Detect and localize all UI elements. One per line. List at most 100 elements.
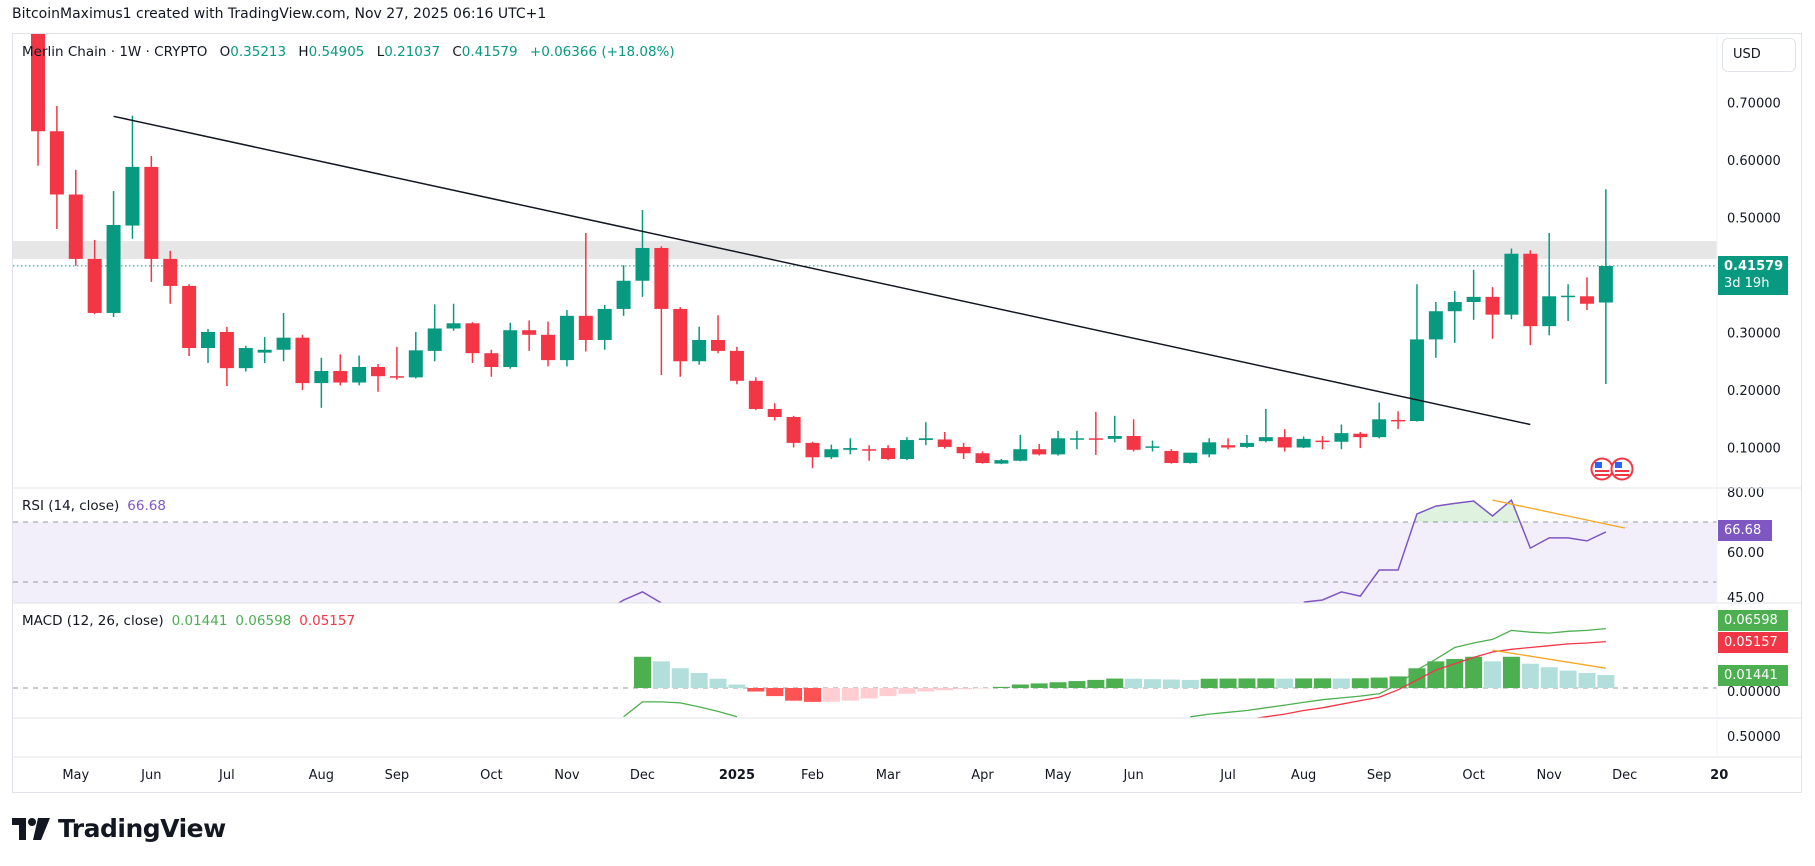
macd-histogram-bar bbox=[785, 688, 803, 701]
candle bbox=[1598, 189, 1613, 385]
lower-pane-axis-label: 0.50000 bbox=[1727, 730, 1781, 745]
candle bbox=[711, 315, 726, 354]
time-tick-label: Oct bbox=[1462, 768, 1484, 783]
macd-legend[interactable]: MACD (12, 26, close) 0.01441 0.06598 0.0515… bbox=[22, 613, 355, 629]
candle bbox=[1183, 452, 1198, 464]
macd-histogram-bar bbox=[1427, 661, 1445, 688]
currency-button[interactable]: USD bbox=[1722, 38, 1796, 72]
candle bbox=[1126, 419, 1141, 452]
candle bbox=[881, 445, 896, 461]
candle bbox=[975, 451, 990, 464]
candle bbox=[805, 441, 820, 469]
rsi-legend[interactable]: RSI (14, close) 66.68 bbox=[22, 498, 166, 514]
candle bbox=[427, 304, 442, 362]
time-tick-label: Jun bbox=[1122, 768, 1143, 783]
price-pane[interactable] bbox=[13, 11, 1717, 469]
us-flag-icon[interactable] bbox=[1590, 457, 1614, 481]
candle bbox=[87, 239, 102, 315]
macd-pane[interactable] bbox=[13, 627, 1717, 720]
tradingview-logo[interactable]: TradingView bbox=[12, 814, 226, 843]
candle-body bbox=[786, 417, 801, 443]
descending-trendline bbox=[113, 115, 1531, 426]
candle-body bbox=[711, 339, 726, 351]
candle-body bbox=[1277, 437, 1292, 448]
time-tick-label: Mar bbox=[876, 768, 901, 783]
time-tick-label: Apr bbox=[971, 768, 994, 783]
candle bbox=[1334, 424, 1349, 450]
candle bbox=[1202, 438, 1217, 458]
macd-histogram-bar bbox=[1162, 679, 1180, 688]
price-tick-label: 0.60000 bbox=[1727, 154, 1781, 169]
low-value: 0.21037 bbox=[384, 44, 441, 60]
macd-histogram-bar bbox=[1408, 668, 1426, 688]
candle bbox=[1485, 287, 1500, 339]
candle-body bbox=[257, 349, 272, 353]
candle bbox=[1221, 438, 1236, 450]
candle bbox=[616, 265, 631, 316]
candle-body bbox=[1239, 442, 1254, 447]
candle bbox=[692, 326, 707, 365]
macd-histogram-bar bbox=[1011, 684, 1029, 688]
candle-body bbox=[541, 334, 556, 361]
candle-body bbox=[578, 315, 593, 340]
price-tick-label: 0.20000 bbox=[1727, 384, 1781, 399]
symbol-legend[interactable]: Merlin Chain · 1W · CRYPTO O0.35213 H0.5… bbox=[22, 44, 675, 60]
time-tick-label: Aug bbox=[1291, 768, 1316, 783]
macd-tick-label: 0.00000 bbox=[1727, 685, 1781, 700]
rsi-band-fill bbox=[13, 522, 1717, 603]
candle bbox=[918, 422, 933, 446]
macd-histogram-bar bbox=[1295, 678, 1313, 688]
macd-histogram-bar bbox=[1219, 678, 1237, 688]
candle-body bbox=[446, 323, 461, 329]
low-label: L bbox=[376, 44, 385, 60]
candle-body bbox=[389, 376, 404, 378]
macd-histogram-bar bbox=[1465, 656, 1483, 688]
chart-credit: BitcoinMaximus1 created with TradingView… bbox=[12, 6, 547, 22]
candle-body bbox=[1145, 446, 1160, 448]
candle-body bbox=[805, 442, 820, 458]
price-tick-label: 0.70000 bbox=[1727, 97, 1781, 112]
macd-histogram-bar bbox=[1238, 678, 1256, 688]
macd-histogram-bar bbox=[1200, 678, 1218, 688]
price-tick-label: 0.30000 bbox=[1727, 327, 1781, 342]
candle-body bbox=[1598, 265, 1613, 303]
rsi-line bbox=[1303, 498, 1607, 603]
candle-body bbox=[484, 353, 499, 367]
candle-body bbox=[1258, 437, 1273, 442]
macd-histogram-bar bbox=[860, 688, 878, 699]
candle bbox=[389, 346, 404, 380]
candle bbox=[125, 115, 140, 239]
candle-body bbox=[597, 308, 612, 340]
candle-body bbox=[1126, 436, 1141, 450]
candle bbox=[1447, 291, 1462, 343]
candle bbox=[956, 442, 971, 459]
macd-histogram-bar bbox=[879, 688, 897, 697]
macd-histogram-bar bbox=[690, 672, 708, 688]
candle bbox=[1504, 248, 1519, 320]
candle-body bbox=[295, 337, 310, 384]
rsi-pane[interactable] bbox=[13, 498, 1717, 618]
candle-body bbox=[522, 330, 537, 335]
candle bbox=[522, 320, 537, 351]
time-tick-label: Dec bbox=[1612, 768, 1637, 783]
candle bbox=[843, 438, 858, 455]
candle bbox=[1013, 434, 1028, 462]
economic-event-flags[interactable] bbox=[1590, 457, 1634, 481]
us-flag-icon[interactable] bbox=[1610, 457, 1634, 481]
candle-body bbox=[1523, 253, 1538, 327]
candle-body bbox=[843, 448, 858, 450]
candle bbox=[1069, 430, 1084, 450]
candle-body bbox=[559, 315, 574, 361]
candle-body bbox=[1183, 452, 1198, 464]
macd-histogram-bar bbox=[936, 688, 954, 691]
signal-value-label: 0.05157 bbox=[1718, 632, 1788, 653]
candle bbox=[276, 312, 291, 362]
candle bbox=[1051, 430, 1066, 456]
time-tick-label: Jul bbox=[1219, 768, 1236, 783]
candle-body bbox=[49, 131, 64, 195]
time-tick-label: Jul bbox=[218, 768, 235, 783]
candle-body bbox=[1372, 419, 1387, 438]
candle-body bbox=[1221, 445, 1236, 448]
candle-body bbox=[1334, 433, 1349, 442]
